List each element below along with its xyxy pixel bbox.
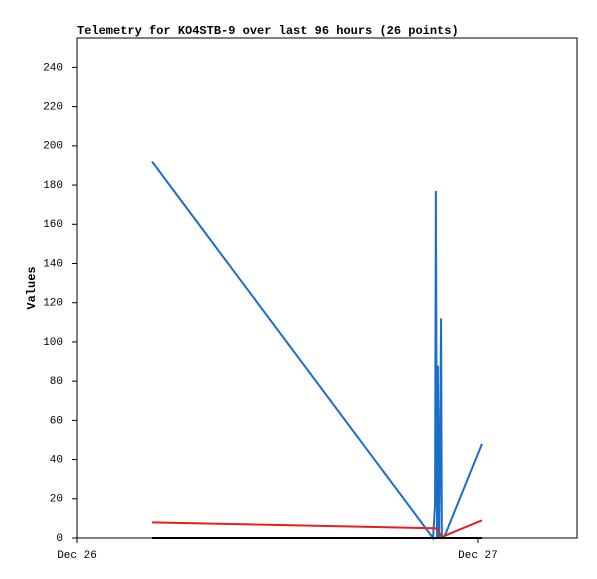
series-line [151,160,483,541]
plot-frame [76,37,578,539]
y-tick-label: 200 [43,141,63,153]
y-tick-label: 60 [50,415,63,427]
y-tick-label: 100 [43,337,63,349]
y-tick-label: 140 [43,258,63,270]
y-tick-label: 40 [50,454,63,466]
x-tick-label: Dec 26 [57,550,97,562]
y-tick-label: 80 [50,376,63,388]
y-tick-label: 160 [43,219,63,231]
y-tick-label: 120 [43,298,63,310]
y-tick-label: 20 [50,494,63,506]
y-tick-label: 180 [43,180,63,192]
y-tick-label: 220 [43,102,63,114]
y-axis-label: Values [25,266,39,309]
chart-title: Telemetry for KO4STB-9 over last 96 hour… [77,24,459,38]
y-tick-label: 240 [43,62,63,74]
y-tick-label: 0 [56,533,63,545]
x-tick-label: Dec 27 [458,550,498,562]
